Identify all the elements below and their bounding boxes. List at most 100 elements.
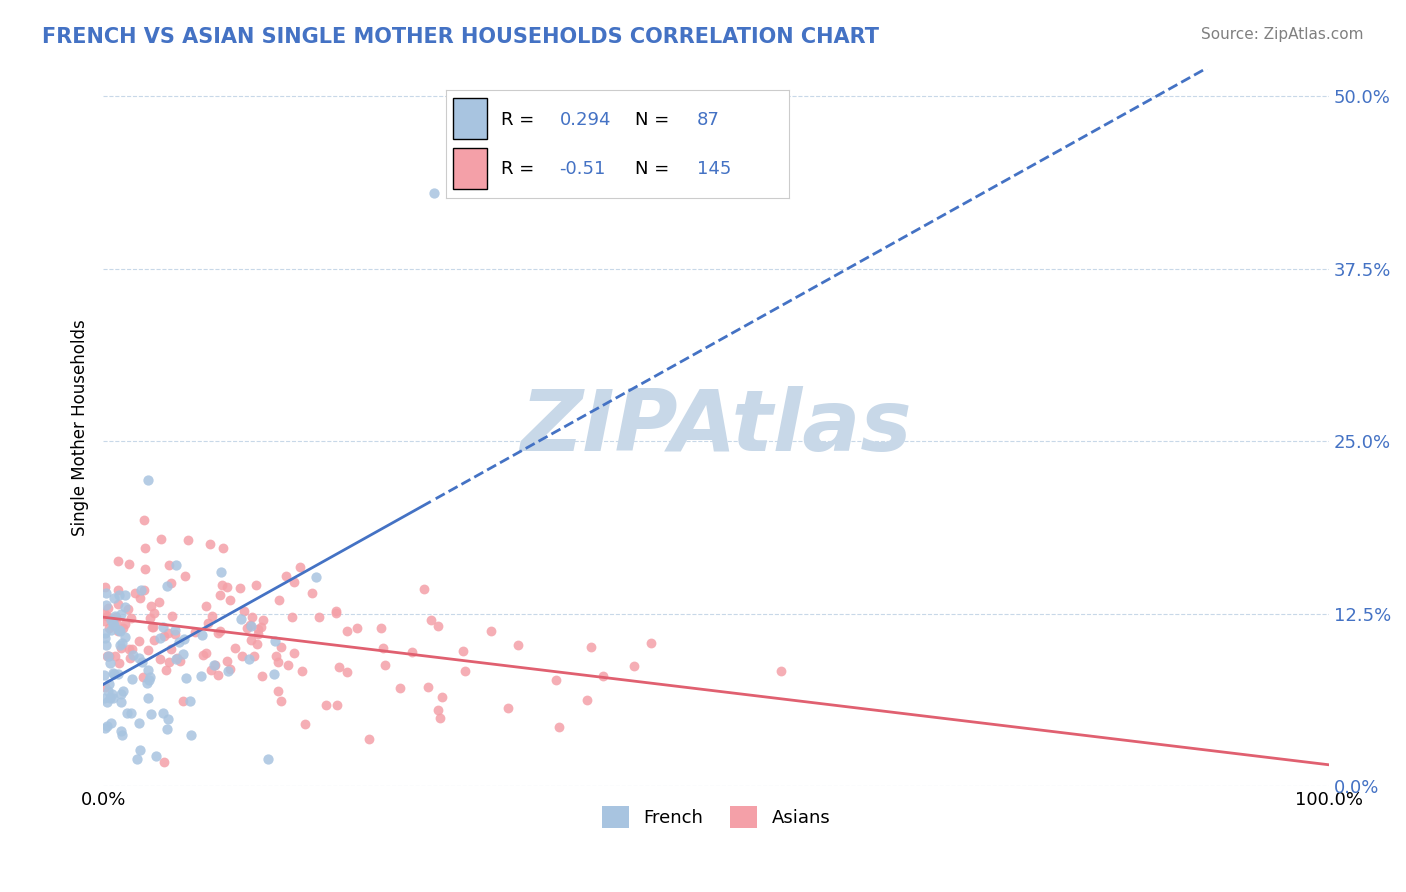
Point — [156, 579, 179, 593]
Point — [336, 665, 359, 679]
Point — [163, 627, 186, 641]
Point — [138, 670, 160, 684]
Point — [506, 638, 529, 652]
Point — [325, 607, 347, 621]
Point — [246, 622, 269, 636]
Point — [451, 644, 474, 658]
Point — [100, 716, 122, 731]
Point — [454, 664, 477, 678]
Point — [148, 595, 170, 609]
Point — [219, 592, 242, 607]
Point — [215, 653, 238, 667]
Point — [283, 575, 305, 590]
Point — [112, 621, 135, 635]
Point — [107, 623, 129, 637]
Point — [111, 635, 134, 649]
Point — [294, 717, 316, 731]
Point — [128, 634, 150, 648]
Point — [100, 614, 122, 628]
Point — [174, 569, 197, 583]
Point — [544, 673, 567, 688]
Point — [277, 658, 299, 673]
Point — [211, 578, 233, 592]
Point — [132, 513, 155, 527]
Point — [180, 728, 202, 742]
Point — [101, 690, 124, 705]
Point — [288, 560, 311, 574]
Point — [579, 640, 602, 655]
Point — [114, 630, 136, 644]
Point — [209, 624, 232, 638]
Point — [218, 662, 240, 676]
Point — [231, 648, 253, 663]
Point — [235, 621, 257, 635]
Point — [107, 582, 129, 597]
Point — [346, 621, 368, 635]
Point — [136, 473, 159, 487]
Point — [239, 619, 262, 633]
Point — [128, 715, 150, 730]
Point — [139, 707, 162, 722]
Point — [100, 690, 122, 705]
Y-axis label: Single Mother Households: Single Mother Households — [72, 319, 89, 536]
Point — [152, 630, 174, 644]
Point — [121, 672, 143, 686]
Point — [100, 624, 122, 638]
Point — [370, 621, 392, 635]
Point — [770, 664, 793, 678]
Point — [169, 654, 191, 668]
Point — [416, 680, 439, 694]
Point — [141, 599, 163, 613]
Point — [243, 648, 266, 663]
Point — [198, 536, 221, 550]
Point — [125, 752, 148, 766]
Point — [179, 694, 201, 708]
Point — [315, 698, 337, 712]
Point — [264, 633, 287, 648]
Point — [207, 625, 229, 640]
Point — [114, 616, 136, 631]
Point — [432, 690, 454, 705]
Point — [266, 649, 288, 664]
Point — [174, 671, 197, 685]
Point — [105, 615, 128, 629]
Point — [423, 186, 446, 200]
Point — [547, 720, 569, 734]
Point — [136, 690, 159, 705]
Point — [246, 637, 269, 651]
Point — [149, 632, 172, 646]
Point — [177, 533, 200, 547]
Point — [156, 625, 179, 640]
Point — [194, 646, 217, 660]
Point — [101, 665, 124, 680]
Point — [96, 638, 118, 652]
Point — [104, 648, 127, 663]
Point — [159, 641, 181, 656]
Point — [97, 649, 120, 664]
Point — [96, 719, 118, 733]
Point — [280, 609, 302, 624]
Point — [96, 695, 118, 709]
Point — [94, 721, 117, 735]
Point — [124, 586, 146, 600]
Point — [93, 614, 115, 628]
Point — [160, 576, 183, 591]
Point — [267, 683, 290, 698]
Point — [110, 694, 132, 708]
Point — [209, 565, 232, 579]
Point — [145, 749, 167, 764]
Point — [138, 643, 160, 657]
Point — [172, 694, 194, 708]
Point — [479, 624, 502, 638]
Point — [94, 626, 117, 640]
Point — [98, 676, 121, 690]
Point — [204, 658, 226, 673]
Point — [134, 541, 156, 555]
Point — [132, 669, 155, 683]
Legend: French, Asians: French, Asians — [595, 798, 838, 835]
Point — [93, 668, 115, 682]
Point — [190, 668, 212, 682]
Point — [240, 610, 263, 624]
Point — [134, 583, 156, 598]
Point — [224, 640, 246, 655]
